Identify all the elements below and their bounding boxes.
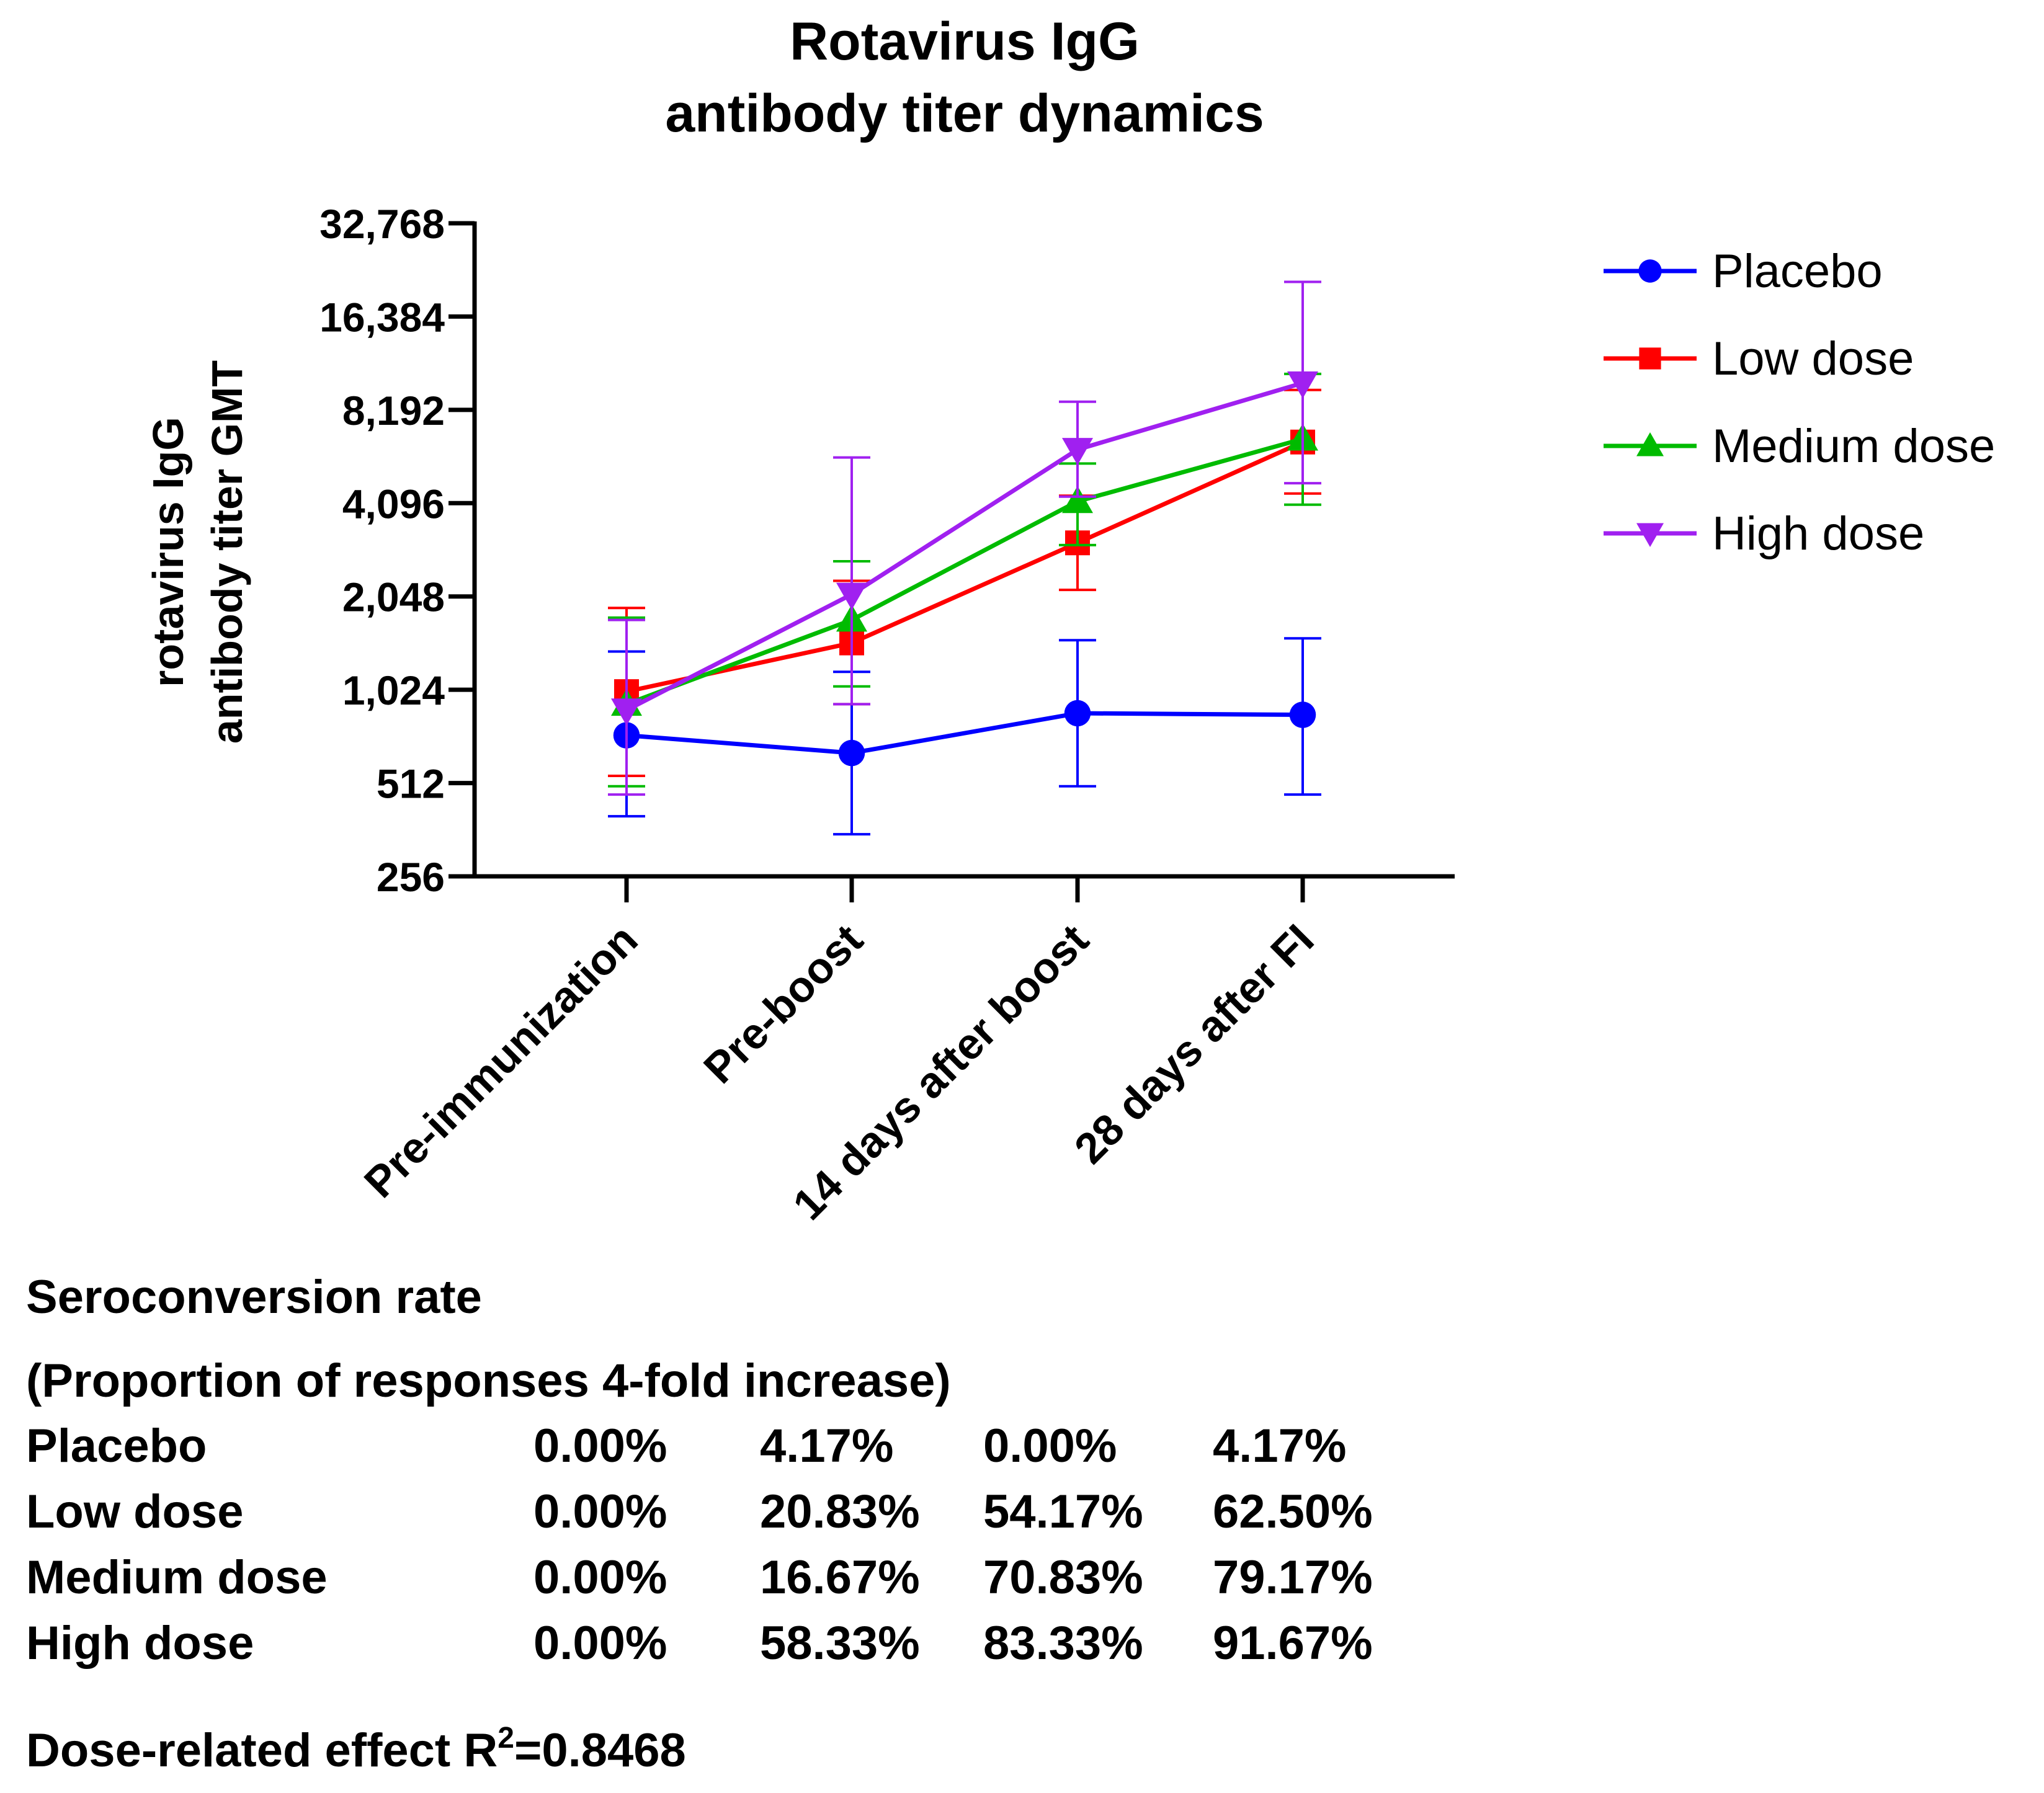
y-tick-label: 2,048: [342, 574, 445, 620]
row-value: 62.50%: [1213, 1485, 1373, 1538]
series-low-dose: [608, 388, 1321, 778]
legend-item: High dose: [1604, 507, 1924, 560]
legend-item: Medium dose: [1604, 420, 1995, 473]
marker-square: [1639, 347, 1661, 370]
dose-effect-prefix: Dose-related effect R: [26, 1724, 498, 1777]
row-label: Medium dose: [26, 1551, 328, 1604]
dose-effect-superscript: 2: [498, 1722, 514, 1755]
seroconversion-heading: (Proportion of responses 4-fold increase…: [26, 1355, 951, 1407]
seroconversion-heading: Seroconversion rate: [26, 1271, 482, 1324]
y-tick-label: 4,096: [342, 481, 445, 527]
y-axis-label: rotavirus IgG antibody titer GMT: [144, 360, 251, 744]
y-axis-label-line: antibody titer GMT: [203, 360, 251, 744]
legend-label: High dose: [1712, 507, 1924, 560]
chart-title: Rotavirus IgG antibody titer dynamics: [665, 12, 1264, 143]
chart-title-line: antibody titer dynamics: [665, 84, 1264, 143]
marker-triangle-down: [1287, 371, 1318, 399]
marker-triangle-down: [1636, 523, 1664, 547]
series-line: [625, 381, 1303, 713]
table-row: Placebo 0.00% 4.17% 0.00% 4.17%: [26, 1420, 1347, 1472]
row-value: 0.00%: [533, 1485, 667, 1538]
seroconversion-table: Seroconversion rate (Proportion of respon…: [26, 1271, 1373, 1670]
y-tick-label: 512: [377, 761, 445, 807]
marker-triangle-down: [1062, 438, 1093, 465]
y-tick-label: 8,192: [342, 388, 445, 434]
row-value: 4.17%: [1213, 1420, 1347, 1472]
dose-effect-text: Dose-related effect R2=0.8468: [26, 1722, 686, 1777]
legend-label: Low dose: [1712, 332, 1914, 385]
row-value: 0.00%: [983, 1420, 1117, 1472]
marker-circle: [1638, 259, 1662, 283]
marker-circle: [838, 739, 865, 767]
row-value: 0.00%: [533, 1551, 667, 1604]
series-line: [625, 437, 1303, 706]
row-value: 16.67%: [760, 1551, 920, 1604]
y-axis-label-line: rotavirus IgG: [144, 417, 192, 687]
marker-circle: [1289, 701, 1316, 728]
marker-triangle-down: [611, 698, 642, 726]
row-value: 54.17%: [983, 1485, 1143, 1538]
row-value: 91.67%: [1213, 1617, 1373, 1670]
legend-item: Placebo: [1604, 245, 1883, 298]
chart-title-line: Rotavirus IgG: [790, 12, 1140, 71]
table-row: Low dose 0.00% 20.83% 54.17% 62.50%: [26, 1485, 1373, 1538]
y-tick-label: 32,768: [319, 201, 445, 247]
dose-effect-value: =0.8468: [514, 1724, 686, 1777]
table-row: High dose 0.00% 58.33% 83.33% 91.67%: [26, 1617, 1373, 1670]
x-tick-label: Pre-boost: [694, 915, 872, 1092]
row-value: 0.00%: [533, 1420, 667, 1472]
row-label: Placebo: [26, 1420, 207, 1472]
row-value: 4.17%: [760, 1420, 894, 1472]
x-tick-label: 28 days after FI: [1065, 915, 1323, 1173]
row-value: 79.17%: [1213, 1551, 1373, 1604]
dose-effect-footer: Dose-related effect R2=0.8468: [26, 1722, 686, 1777]
legend-item: Low dose: [1604, 332, 1914, 385]
row-label: Low dose: [26, 1485, 243, 1538]
legend-label: Placebo: [1712, 245, 1883, 298]
row-value: 0.00%: [533, 1617, 667, 1670]
plot-series: [608, 280, 1321, 836]
row-label: High dose: [26, 1617, 254, 1670]
legend: Placebo Low dose Medium dose High dose: [1604, 245, 1995, 560]
row-value: 70.83%: [983, 1551, 1143, 1604]
x-tick-label: Pre-immunization: [355, 915, 646, 1206]
y-tick-label: 1,024: [342, 667, 445, 713]
marker-triangle-down: [836, 582, 867, 610]
series-line: [626, 711, 1303, 755]
y-tick-label: 256: [377, 854, 445, 900]
row-value: 83.33%: [983, 1617, 1143, 1670]
legend-label: Medium dose: [1712, 420, 1995, 473]
row-value: 58.33%: [760, 1617, 920, 1670]
series-line: [626, 440, 1304, 694]
y-tick-label: 16,384: [319, 294, 445, 340]
series-placebo: [608, 637, 1321, 836]
series-medium-dose: [608, 372, 1321, 788]
series-high-dose: [608, 280, 1321, 796]
row-value: 20.83%: [760, 1485, 920, 1538]
marker-triangle-up: [1636, 432, 1664, 456]
marker-triangle-up: [1062, 486, 1093, 514]
table-row: Medium dose 0.00% 16.67% 70.83% 79.17%: [26, 1551, 1373, 1604]
marker-circle: [1064, 700, 1091, 727]
